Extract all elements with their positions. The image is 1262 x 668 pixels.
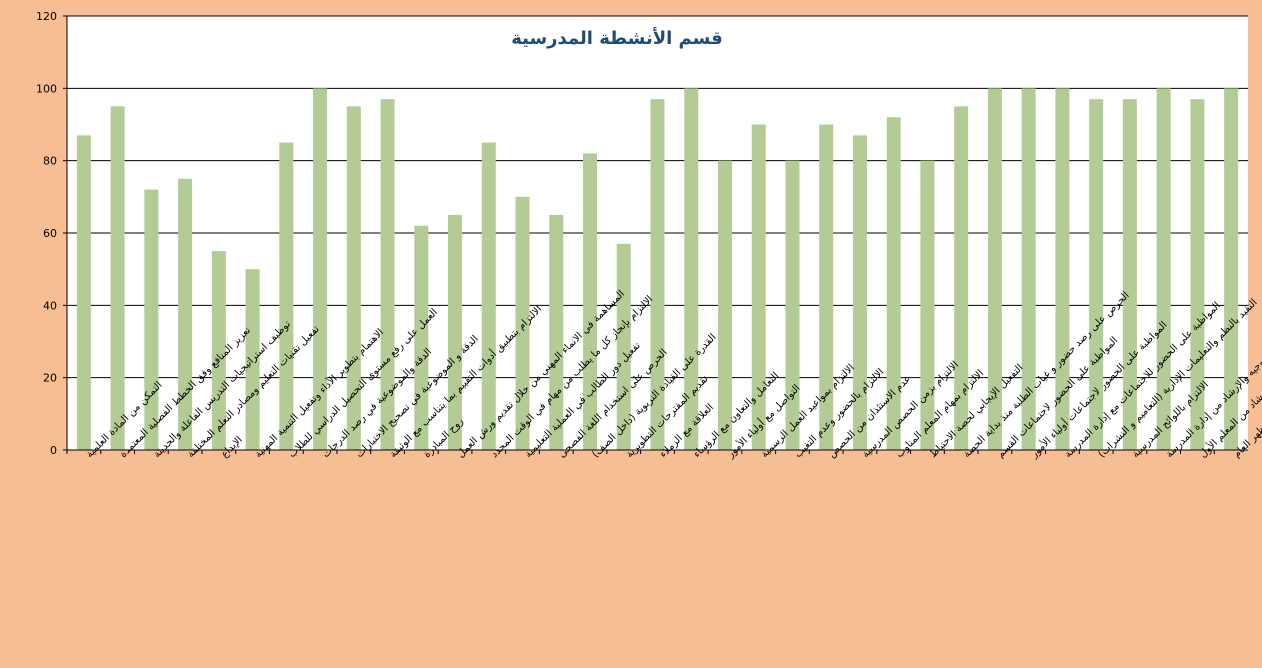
bar [144,189,159,450]
bar [1190,99,1205,450]
y-tick-label: 120 [36,10,57,23]
bar [987,88,1002,450]
bar [785,160,800,450]
bar [1224,88,1239,450]
bar [313,88,328,450]
bar [245,269,260,450]
bar [852,135,867,450]
bar [920,160,935,450]
bar [684,88,699,450]
bar [481,142,496,451]
bar [1122,99,1137,450]
bar [515,196,530,450]
bar [1156,88,1171,450]
bar [346,106,361,451]
bar [178,178,193,450]
chart-title: قسم الأنشطة المدرسية [511,27,723,49]
bar [1055,88,1070,450]
bar [751,124,766,450]
y-tick-label: 40 [43,299,57,312]
bar [414,225,429,450]
y-tick-label: 0 [50,444,57,457]
y-tick-label: 20 [43,372,57,385]
bar [886,117,901,451]
bar [448,214,463,450]
bar [616,243,631,450]
y-tick-label: 80 [43,155,57,168]
bar [211,251,226,450]
bar [110,106,125,451]
bar [717,160,732,450]
bar [819,124,834,450]
y-tick-label: 60 [43,227,57,240]
y-tick-label: 100 [36,82,57,95]
bar [1089,99,1104,450]
bar [279,142,294,451]
bar [380,99,395,450]
bar [549,214,564,450]
bar [954,106,969,451]
bar [1021,88,1036,450]
bar [650,99,665,450]
bars [76,88,1239,451]
bar [76,135,91,450]
y-axis-ticks: 0 20 40 60 80 100 120 [36,10,67,457]
bar [583,153,598,450]
